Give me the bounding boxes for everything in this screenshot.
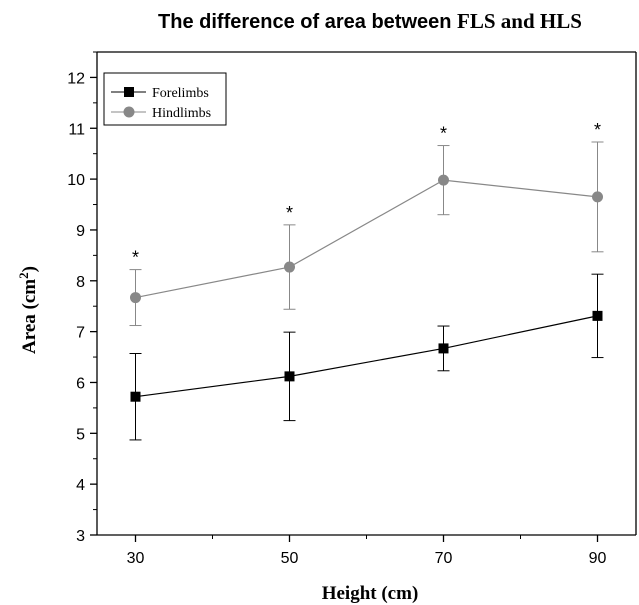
data-point-hindlimbs [284, 261, 295, 273]
chart-title: The difference of area between FLS and H… [158, 9, 582, 33]
legend-box [103, 72, 227, 126]
y-tick-label: 9 [76, 223, 85, 240]
x-tick-label: 50 [281, 550, 299, 567]
x-ticks: 30 50 70 90 [127, 535, 607, 567]
y-tick-label: 6 [76, 375, 85, 392]
significance-star: * [594, 120, 601, 140]
significance-star: * [132, 248, 139, 268]
y-tick-label: 10 [67, 172, 85, 189]
data-point-forelimbs [130, 391, 141, 402]
series-line-forelimbs [135, 315, 598, 398]
y-axis-label-text: Area (cm [19, 279, 40, 354]
legend: Forelimbs Hindlimbs [103, 72, 227, 126]
data-point-forelimbs [438, 343, 449, 354]
significance-star: * [440, 124, 447, 144]
y-tick-label: 3 [76, 528, 85, 545]
significance-star: * [286, 203, 293, 223]
data-point-hindlimbs [592, 191, 603, 203]
x-tick-label: 70 [435, 550, 453, 567]
y-tick-label: 5 [76, 426, 85, 443]
chart-title-prefix: The difference of area between [158, 11, 457, 33]
legend-label-forelimbs: Forelimbs [152, 86, 209, 101]
y-axis-label-close: ) [19, 266, 40, 272]
x-axis-label: Height (cm) [322, 583, 419, 604]
legend-marker-forelimbs [124, 87, 134, 97]
data-point-forelimbs [592, 310, 603, 321]
y-axis-label: Area (cm2) [16, 266, 40, 354]
y-tick-label: 12 [67, 70, 85, 87]
y-tick-label: 11 [68, 121, 85, 138]
data-point-forelimbs [284, 371, 295, 382]
y-tick-label: 7 [76, 325, 85, 342]
data-point-hindlimbs [130, 292, 141, 304]
x-tick-label: 30 [127, 550, 145, 567]
error-bars [129, 141, 604, 441]
x-tick-label: 90 [589, 550, 607, 567]
legend-marker-hindlimbs [123, 106, 135, 118]
y-tick-label: 8 [76, 274, 85, 291]
series-markers [130, 174, 603, 402]
legend-label-hindlimbs: Hindlimbs [152, 106, 211, 121]
y-axis-label-superscript: 2 [16, 272, 31, 279]
data-point-hindlimbs [438, 174, 449, 186]
chart-title-emphasis: FLS and HLS [457, 9, 582, 33]
y-tick-label: 4 [76, 477, 85, 494]
significance-markers: * * * * [132, 120, 601, 268]
y-ticks: 3 4 5 6 7 8 9 10 11 12 [67, 51, 97, 545]
series-lines [135, 179, 598, 398]
series-line-hindlimbs [135, 179, 598, 299]
